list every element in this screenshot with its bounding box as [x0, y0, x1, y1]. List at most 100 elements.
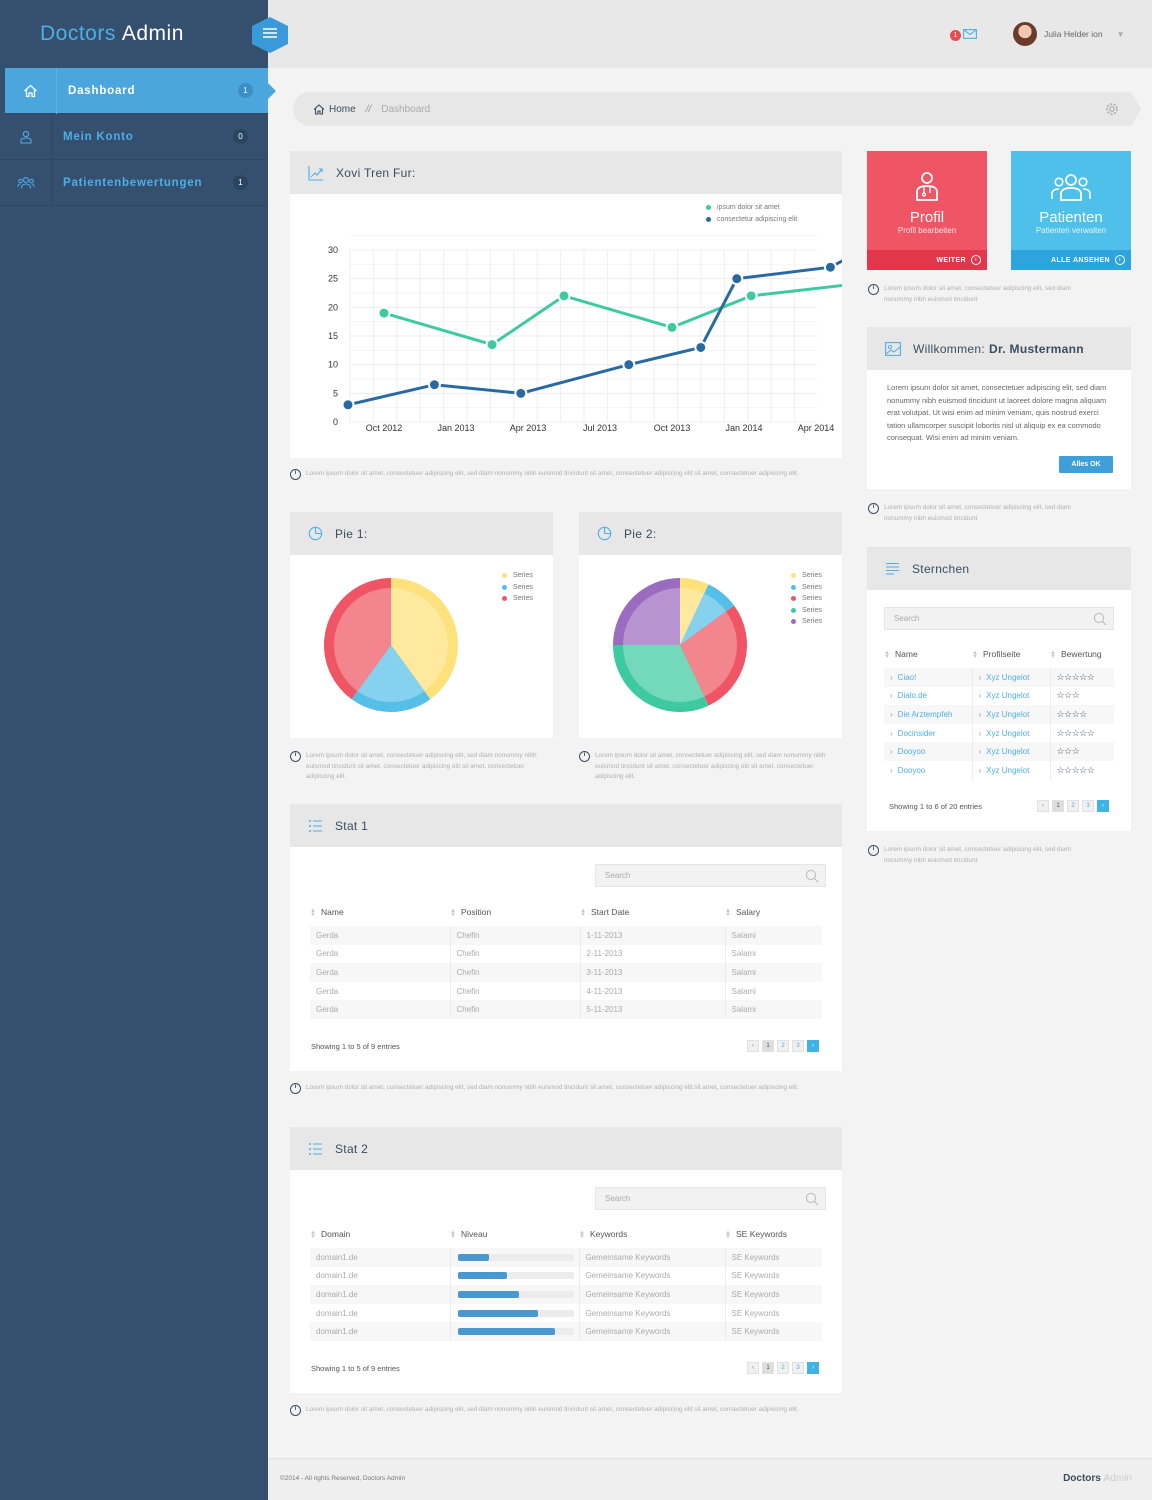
page-button[interactable]: 3 — [792, 1362, 804, 1374]
legend-swatch — [791, 584, 796, 590]
profile-link[interactable]: Xyz Ungelot — [986, 691, 1030, 701]
table-row[interactable]: › Dialo.de › Xyz Ungelot ☆☆☆ — [884, 686, 1114, 706]
table-row[interactable]: › Dooyoo › Xyz Ungelot ☆☆☆☆☆ — [884, 760, 1114, 780]
data-point[interactable] — [557, 289, 571, 303]
data-point[interactable] — [665, 320, 679, 334]
patienten-tile[interactable]: Patienten Patienten verwalten ALLE ANSEH… — [1011, 151, 1131, 270]
column-header[interactable]: ▲ ▼ Name — [884, 649, 918, 660]
info-note: Lorem ipsum dolor sit amet, consectetuer… — [868, 503, 1093, 524]
legend-item: Series — [791, 607, 822, 614]
mail-notification[interactable]: 1 — [950, 26, 977, 44]
table-row[interactable]: Gerda Chefin 3-11-2013 Salami — [310, 963, 822, 982]
pie-slice[interactable] — [680, 593, 727, 645]
name-link[interactable]: Die Arztempfeh — [897, 709, 953, 719]
data-point[interactable] — [694, 340, 708, 354]
pie-slice[interactable] — [680, 588, 705, 645]
page-button[interactable]: 3 — [792, 1040, 804, 1052]
menu-toggle-button[interactable] — [252, 17, 288, 53]
profil-weiter-button[interactable]: WEITER › — [867, 250, 987, 270]
table-row[interactable]: domain1.de Gemeinsame Keywords SE Keywords — [310, 1285, 822, 1304]
prev-page-button[interactable]: ‹ — [747, 1362, 759, 1374]
column-header[interactable]: ▲ ▼ Name — [310, 907, 344, 918]
chevron-right-icon: › — [890, 691, 893, 701]
pie-slice[interactable] — [357, 645, 425, 702]
y-tick-label: 20 — [328, 302, 338, 312]
pie-slice[interactable] — [623, 588, 680, 645]
sidebar-item-dashboard[interactable]: Dashboard 1 — [5, 67, 276, 114]
column-header[interactable]: ▲ ▼ Keywords — [579, 1229, 628, 1240]
column-header[interactable]: ▲ ▼ Start Date — [580, 907, 630, 918]
profile-link[interactable]: Xyz Ungelot — [986, 747, 1030, 757]
column-header[interactable]: ▲ ▼ Niveau — [450, 1229, 488, 1240]
search-input[interactable]: Search — [884, 607, 1114, 630]
search-input[interactable]: Search — [595, 1187, 826, 1210]
name-cell: › Docinsider — [884, 723, 973, 743]
patienten-alle-ansehen-button[interactable]: ALLE ANSEHEN › — [1011, 250, 1131, 270]
breadcrumb-home-link[interactable]: Home — [313, 104, 356, 115]
table-row[interactable]: › Dooyoo › Xyz Ungelot ☆☆☆ — [884, 742, 1114, 761]
next-page-button[interactable]: › — [807, 1040, 819, 1052]
prev-page-button[interactable]: ‹ — [747, 1040, 759, 1052]
data-point[interactable] — [427, 378, 441, 392]
data-point[interactable] — [377, 306, 391, 320]
page-button[interactable]: 2 — [777, 1362, 789, 1374]
table-row[interactable]: Gerda Chefin 2-11-2013 Salami — [310, 944, 822, 964]
table-row[interactable]: › Die Arztempfeh › Xyz Ungelot ☆☆☆☆ — [884, 705, 1114, 724]
alles-ok-button[interactable]: Alles OK — [1059, 456, 1113, 473]
pie-slice[interactable] — [391, 588, 448, 692]
profile-link[interactable]: Xyz Ungelot — [986, 709, 1030, 719]
data-point[interactable] — [341, 398, 355, 412]
data-point[interactable] — [730, 272, 744, 286]
pie-slice[interactable] — [334, 588, 391, 692]
hamburger-icon — [262, 26, 278, 44]
breadcrumb-home-label: Home — [329, 103, 356, 115]
table-row[interactable]: domain1.de Gemeinsame Keywords SE Keywords — [310, 1248, 822, 1267]
column-header[interactable]: ▲ ▼ SE Keywords — [725, 1229, 788, 1240]
column-header[interactable]: ▲ ▼ Profilseite — [972, 649, 1021, 660]
column-header[interactable]: ▲ ▼ Domain — [310, 1229, 351, 1240]
profile-link[interactable]: Xyz Ungelot — [986, 765, 1030, 775]
next-page-button[interactable]: › — [1097, 800, 1109, 812]
table-row[interactable]: domain1.de Gemeinsame Keywords SE Keywords — [310, 1266, 822, 1286]
profile-link[interactable]: Xyz Ungelot — [986, 672, 1030, 682]
user-menu[interactable]: Julia Helder ion ▼ — [1013, 22, 1125, 46]
name-link[interactable]: Ciao! — [897, 672, 917, 682]
search-input[interactable]: Search — [595, 864, 826, 887]
sidebar-item-patientenbewertungen[interactable]: Patientenbewertungen 1 — [0, 159, 268, 206]
table-row[interactable]: › Docinsider › Xyz Ungelot ☆☆☆☆☆ — [884, 723, 1114, 743]
data-point[interactable] — [823, 260, 837, 274]
next-page-button[interactable]: › — [807, 1362, 819, 1374]
table-row[interactable]: › Ciao! › Xyz Ungelot ☆☆☆☆☆ — [884, 668, 1114, 687]
table-row[interactable]: Gerda Chefin 5-11-2013 Salami — [310, 1000, 822, 1019]
profile-link[interactable]: Xyz Ungelot — [986, 728, 1030, 738]
page-button[interactable]: 3 — [1082, 800, 1094, 812]
page-button[interactable]: 2 — [1067, 800, 1079, 812]
prev-page-button[interactable]: ‹ — [1037, 800, 1049, 812]
data-point[interactable] — [485, 338, 499, 352]
data-point[interactable] — [622, 358, 636, 372]
pie-slice[interactable] — [680, 611, 737, 697]
table-row[interactable]: domain1.de Gemeinsame Keywords SE Keywords — [310, 1322, 822, 1341]
column-header[interactable]: ▲ ▼ Position — [450, 907, 492, 918]
profil-tile[interactable]: Profil Profil bearbeiten WEITER › — [867, 151, 987, 270]
data-point[interactable] — [514, 386, 528, 400]
name-link[interactable]: Dooyoo — [897, 765, 926, 775]
pie-chart-2 — [613, 578, 747, 712]
table-row[interactable]: Gerda Chefin 1-11-2013 Salami — [310, 926, 822, 945]
name-link[interactable]: Dialo.de — [897, 691, 928, 701]
table-row[interactable]: Gerda Chefin 4-11-2013 Salami — [310, 981, 822, 1001]
sidebar-item-mein-konto[interactable]: Mein Konto 0 — [0, 113, 268, 160]
page-button[interactable]: 2 — [777, 1040, 789, 1052]
pie-slice[interactable] — [623, 645, 705, 702]
table-row[interactable]: domain1.de Gemeinsame Keywords SE Keywords — [310, 1303, 822, 1323]
page-button[interactable]: 1 — [762, 1040, 774, 1052]
page-button[interactable]: 1 — [1052, 800, 1064, 812]
brand-logo[interactable]: Doctors Admin — [0, 0, 268, 68]
data-point[interactable] — [744, 289, 758, 303]
gear-icon[interactable] — [1105, 102, 1119, 119]
page-button[interactable]: 1 — [762, 1362, 774, 1374]
name-link[interactable]: Dooyoo — [897, 747, 926, 757]
name-link[interactable]: Docinsider — [897, 728, 936, 738]
column-header[interactable]: ▲ ▼ Salary — [725, 907, 761, 918]
column-header[interactable]: ▲ ▼ Bewertung — [1050, 649, 1102, 660]
